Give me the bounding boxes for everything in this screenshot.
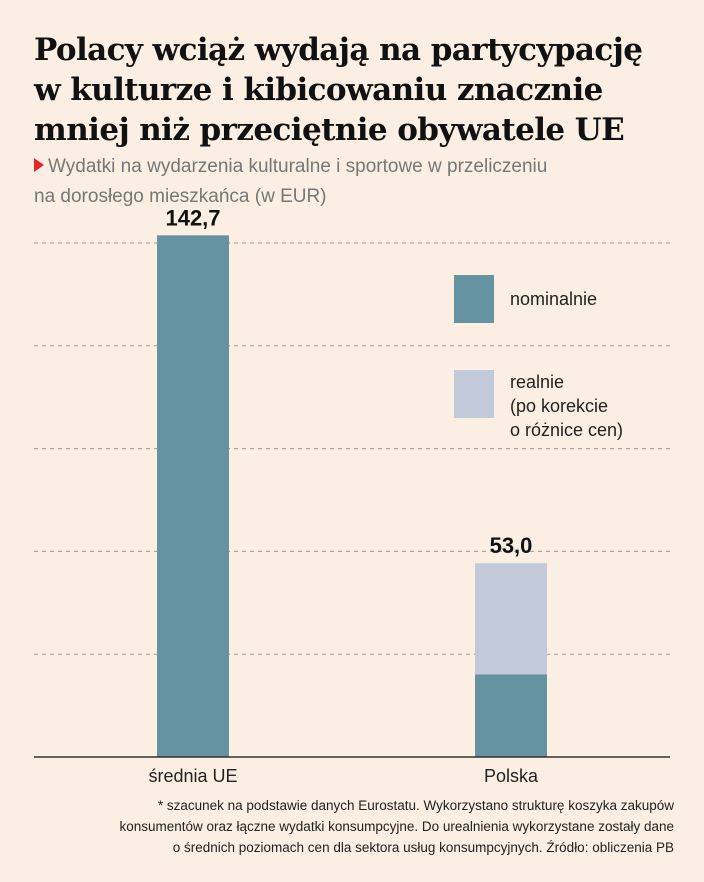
legend-swatch-real xyxy=(454,370,494,418)
data-label: 142,7 xyxy=(165,205,220,230)
subtitle-text: Wydatki na wydarzenia kulturalne i sport… xyxy=(48,156,548,177)
footnote-line: o średnich poziomach cen dla sektora usł… xyxy=(172,840,674,855)
data-label: 53,0 xyxy=(490,533,533,558)
legend-swatch-nominal xyxy=(454,275,494,323)
subtitle-line: Wydatki na wydarzenia kulturalne i sport… xyxy=(34,152,674,182)
title-line: Polacy wciąż wydają na partycypację xyxy=(34,32,643,68)
bar-nominal xyxy=(475,674,547,757)
title-line: mniej niż przeciętnie obywatele UE xyxy=(34,112,625,148)
chart-subtitle: Wydatki na wydarzenia kulturalne i sport… xyxy=(34,152,674,212)
title-line: w kulturze i kibicowaniu znacznie xyxy=(34,72,603,108)
legend-label: realnie xyxy=(510,372,564,392)
category-label: średnia UE xyxy=(148,766,237,786)
footnote-line: konsumentów oraz łączne wydatki konsumpc… xyxy=(119,819,674,834)
legend-label: (po korekcie xyxy=(510,396,608,416)
bar-real xyxy=(475,563,547,675)
footnote: * szacunek na podstawie danych Eurostatu… xyxy=(34,795,674,858)
bar-nominal xyxy=(157,235,229,758)
legend-label: nominalnie xyxy=(510,289,597,309)
subtitle-line: na dorosłego mieszkańca (w EUR) xyxy=(34,186,327,207)
footnote-line: * szacunek na podstawie danych Eurostatu… xyxy=(157,798,674,813)
legend-label: o różnice cen) xyxy=(510,420,623,440)
category-label: Polska xyxy=(484,766,539,786)
triangle-icon xyxy=(34,158,44,172)
chart-title: Polacy wciąż wydają na partycypację w ku… xyxy=(34,30,684,150)
